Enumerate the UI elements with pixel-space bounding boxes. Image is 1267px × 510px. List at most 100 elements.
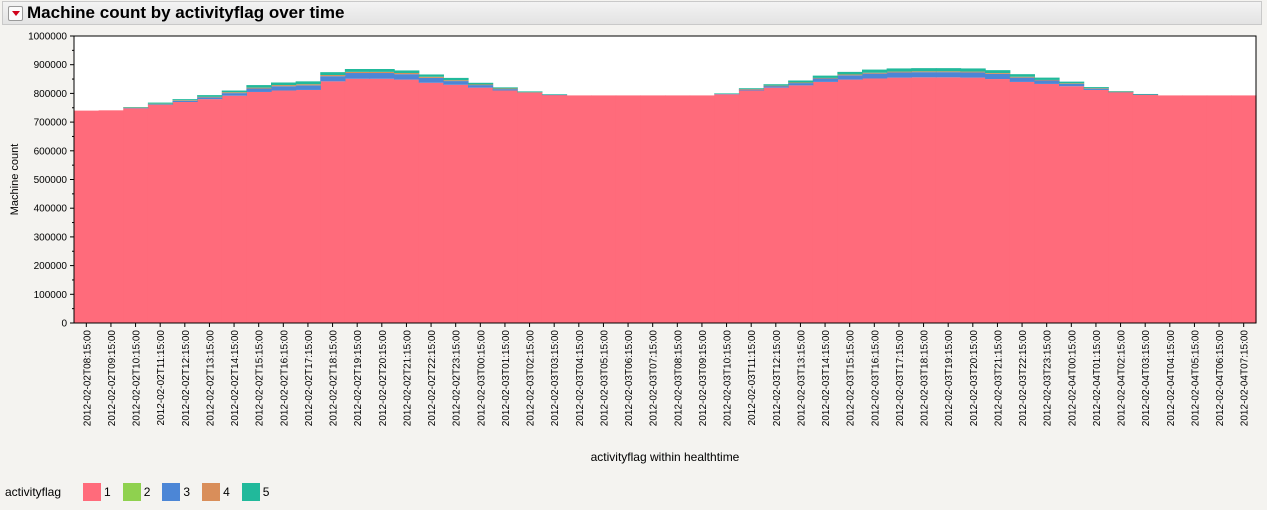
legend-title: activityflag xyxy=(5,485,62,499)
chart-header: Machine count by activityflag over time xyxy=(2,1,1262,25)
series-4-block xyxy=(246,87,272,89)
series-4-block xyxy=(1083,88,1109,89)
x-tick-label: 2012-02-02T13:15:00 xyxy=(205,330,216,427)
series-3-block xyxy=(1034,80,1060,84)
series-4-block xyxy=(911,71,937,73)
series-4-block xyxy=(812,77,838,79)
series-1-block xyxy=(74,110,100,324)
series-5-block xyxy=(1083,87,1109,89)
series-4-block xyxy=(1059,83,1085,84)
y-tick-label: 900000 xyxy=(34,60,68,71)
series-5-block xyxy=(788,80,814,83)
series-3-block xyxy=(271,86,297,91)
series-4-block xyxy=(172,100,198,101)
legend-label-4: 4 xyxy=(223,485,230,499)
legend-item-3[interactable]: 3 xyxy=(162,483,190,501)
series-1-block xyxy=(960,77,986,324)
series-3-block xyxy=(246,88,272,92)
y-tick-label: 1000000 xyxy=(28,32,67,43)
x-tick-label: 2012-02-03T20:15:00 xyxy=(969,330,980,427)
series-4-block xyxy=(369,71,395,74)
series-3-block xyxy=(344,73,371,79)
series-4-block xyxy=(418,76,444,78)
x-tick-label: 2012-02-03T02:15:00 xyxy=(526,330,537,427)
x-tick-label: 2012-02-03T14:15:00 xyxy=(821,330,832,427)
series-1-block xyxy=(541,94,568,323)
series-3-block xyxy=(147,104,174,105)
series-4-block xyxy=(738,89,765,90)
x-tick-label: 2012-02-03T03:15:00 xyxy=(550,330,561,427)
series-5-block xyxy=(221,90,247,93)
series-1-block xyxy=(665,95,691,323)
x-tick-label: 2012-02-03T05:15:00 xyxy=(599,330,610,427)
series-1-block xyxy=(591,95,617,323)
series-4-block xyxy=(492,88,518,90)
series-4-block xyxy=(837,74,863,76)
series-3-block xyxy=(369,73,395,79)
x-tick-label: 2012-02-04T01:15:00 xyxy=(1092,330,1103,427)
series-1-block xyxy=(123,108,149,323)
series-1-block xyxy=(985,79,1011,323)
series-5-block xyxy=(985,70,1011,74)
series-5-block xyxy=(1132,93,1159,95)
series-3-block xyxy=(911,72,937,78)
legend-item-2[interactable]: 2 xyxy=(122,483,150,501)
x-tick-label: 2012-02-03T04:15:00 xyxy=(575,330,586,427)
series-5-block xyxy=(911,68,937,72)
machine-count-chart: 1000000900000800000700000600000500000400… xyxy=(9,32,1257,464)
series-1-block xyxy=(714,94,740,323)
legend-item-4[interactable]: 4 xyxy=(202,483,230,501)
y-tick-label: 600000 xyxy=(34,146,68,157)
series-5-block xyxy=(837,71,863,75)
series-3-block xyxy=(862,73,888,79)
y-tick-label: 200000 xyxy=(34,261,68,272)
series-4-block xyxy=(1034,79,1060,81)
legend-label-3: 3 xyxy=(183,485,191,499)
x-tick-label: 2012-02-03T19:15:00 xyxy=(944,330,955,427)
series-1-block xyxy=(221,95,247,323)
x-tick-label: 2012-02-02T17:15:00 xyxy=(304,330,315,427)
series-1-block xyxy=(1009,81,1035,323)
series-4-block xyxy=(320,75,346,77)
series-5-block xyxy=(468,82,494,85)
x-tick-label: 2012-02-02T11:15:00 xyxy=(156,330,167,426)
legend-item-1[interactable]: 1 xyxy=(83,483,111,501)
legend-swatch-3 xyxy=(162,483,181,501)
series-5-block xyxy=(344,69,371,72)
x-tick-label: 2012-02-02T09:15:00 xyxy=(107,330,118,427)
series-5-block xyxy=(443,77,469,81)
collapse-toggle-button[interactable] xyxy=(8,5,23,21)
series-5-block xyxy=(812,75,838,78)
series-5-block xyxy=(320,72,346,76)
disclosure-triangle-icon xyxy=(11,10,20,16)
series-5-block xyxy=(541,94,568,95)
y-tick-label: 500000 xyxy=(34,175,68,186)
series-4-block xyxy=(886,71,912,73)
series-3-block xyxy=(985,73,1011,80)
x-tick-label: 2012-02-02T15:15:00 xyxy=(255,330,266,427)
series-5-block xyxy=(394,70,420,74)
series-5-block xyxy=(197,95,223,97)
series-1-block xyxy=(320,81,346,323)
x-tick-label: 2012-02-03T23:15:00 xyxy=(1043,330,1054,427)
series-1-block xyxy=(492,90,518,323)
legend-swatch-4 xyxy=(202,483,221,501)
series-1-block xyxy=(1206,95,1232,323)
series-1-block xyxy=(911,77,937,323)
series-5-block xyxy=(418,74,444,77)
series-5-block xyxy=(517,91,543,92)
series-3-block xyxy=(935,72,962,78)
series-1-block xyxy=(197,99,223,323)
x-tick-label: 2012-02-02T19:15:00 xyxy=(353,330,364,427)
series-4-block xyxy=(394,73,420,75)
series-4-block xyxy=(197,96,223,98)
series-1-block xyxy=(886,77,912,324)
series-1-block xyxy=(246,91,272,324)
series-1-block xyxy=(1059,86,1085,323)
series-5-block xyxy=(886,68,912,72)
legend-item-5[interactable]: 5 xyxy=(241,483,269,501)
x-tick-label: 2012-02-04T04:15:00 xyxy=(1166,330,1177,427)
x-tick-label: 2012-02-02T14:15:00 xyxy=(230,330,241,427)
x-tick-label: 2012-02-04T02:15:00 xyxy=(1117,330,1128,427)
series-4-block xyxy=(271,85,297,87)
